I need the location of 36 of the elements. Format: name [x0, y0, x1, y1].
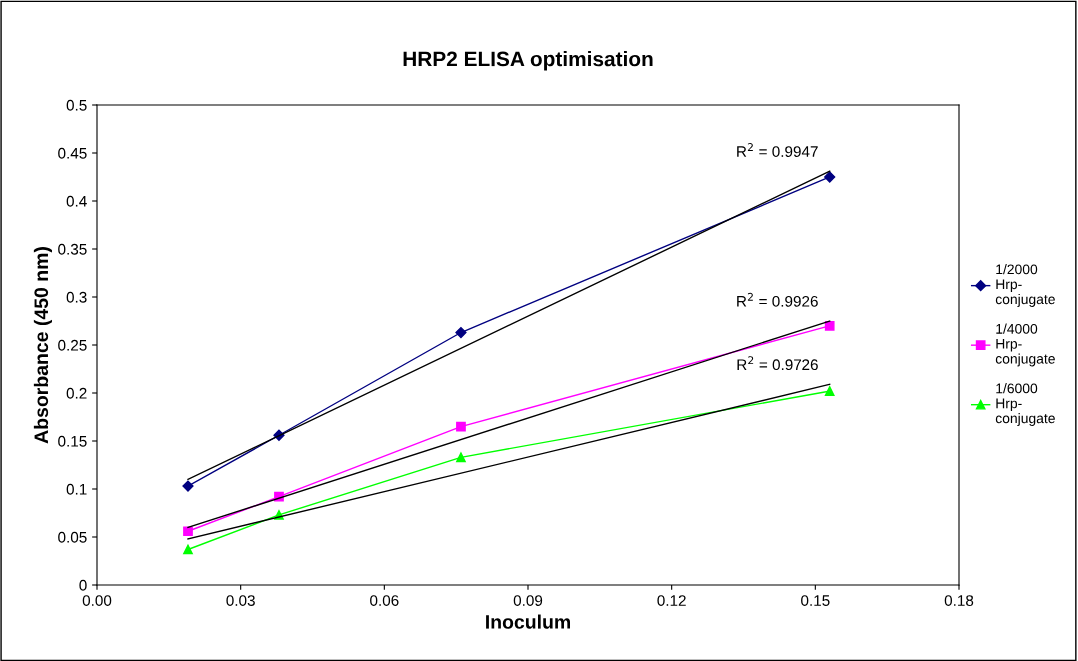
point	[182, 480, 194, 492]
y-tick-label: 0.15	[58, 435, 87, 447]
chart-title: HRP2 ELISA optimisation	[403, 51, 653, 71]
legend-label: 1/2000 Hrp- conjugate	[995, 264, 1055, 307]
x-tick-label: 0.00	[82, 595, 112, 606]
point	[456, 421, 466, 432]
legend-label: 1/6000 Hrp- conjugate	[995, 383, 1055, 426]
x-axis-title: Inoculum	[486, 614, 571, 629]
y-tick-label: 0.2	[66, 387, 87, 399]
legend-label: 1/4000 Hrp- conjugate	[995, 323, 1055, 367]
annotation: R$^{2}$ = 0.9947	[737, 143, 818, 157]
y-tick-label: 0.25	[58, 339, 87, 351]
point	[183, 526, 193, 537]
y-tick-label: 0.5	[66, 99, 87, 111]
y-tick-label: 0.45	[58, 147, 87, 159]
y-tick-label: 0.1	[66, 483, 87, 495]
point	[824, 386, 835, 396]
y-tick-label: 0.3	[66, 291, 87, 303]
y-tick-label: 0.05	[58, 531, 87, 543]
annotation: R$^{2}$ = 0.9926	[737, 292, 818, 307]
x-tick-label: 0.12	[657, 595, 686, 606]
y-tick-label: 0	[79, 579, 87, 591]
y-tick-label: 0.35	[58, 243, 87, 255]
point	[824, 320, 835, 331]
x-tick-label: 0.09	[513, 595, 543, 606]
x-tick-label: 0.03	[226, 595, 255, 606]
y-axis-title: Absorbance (450 nm)	[33, 247, 52, 444]
point	[456, 452, 466, 463]
y-tick-label: 0.4	[66, 195, 87, 207]
x-tick-label: 0.06	[370, 595, 399, 606]
point	[183, 544, 193, 555]
point	[455, 326, 467, 339]
point	[824, 171, 836, 183]
x-tick-label: 0.18	[944, 595, 974, 606]
annotation: R$^{2}$ = 0.9726	[737, 356, 818, 371]
x-tick-label: 0.15	[801, 595, 830, 606]
